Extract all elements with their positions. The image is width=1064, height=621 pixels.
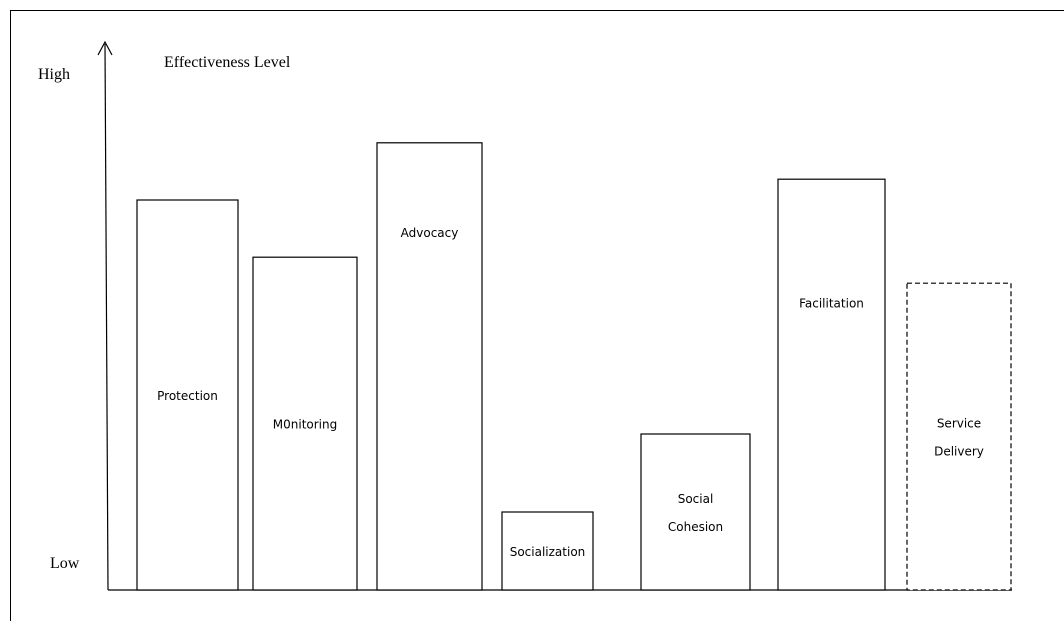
bar-m0nitoring <box>252 256 358 591</box>
bar-label-socialization: Socialization <box>510 545 586 559</box>
bar-label-service-delivery: Service Delivery <box>934 417 984 459</box>
bar-protection <box>136 199 239 591</box>
y-axis-high-label: High <box>38 66 70 83</box>
bar-service-delivery <box>906 282 1012 591</box>
chart-frame <box>10 10 1064 621</box>
bar-advocacy <box>376 142 483 591</box>
y-axis <box>104 43 109 591</box>
bar-label-social-cohesion: Social Cohesion <box>668 492 723 534</box>
bars: Protection M0nitoring Advocacy Socializatio… <box>136 142 1012 591</box>
y-axis-low-label: Low <box>50 555 80 572</box>
bar-label-facilitation: Facilitation <box>799 296 864 310</box>
bar-socialization <box>501 511 594 591</box>
bar-facilitation <box>777 178 886 591</box>
bar-label-protection: Protection <box>157 389 218 403</box>
bar-label-advocacy: Advocacy <box>401 226 459 240</box>
chart-title: Effectiveness Level <box>164 54 291 71</box>
bar-social-cohesion <box>640 433 751 591</box>
bar-label-m0nitoring: M0nitoring <box>273 418 337 432</box>
y-axis-arrowhead <box>97 40 113 56</box>
